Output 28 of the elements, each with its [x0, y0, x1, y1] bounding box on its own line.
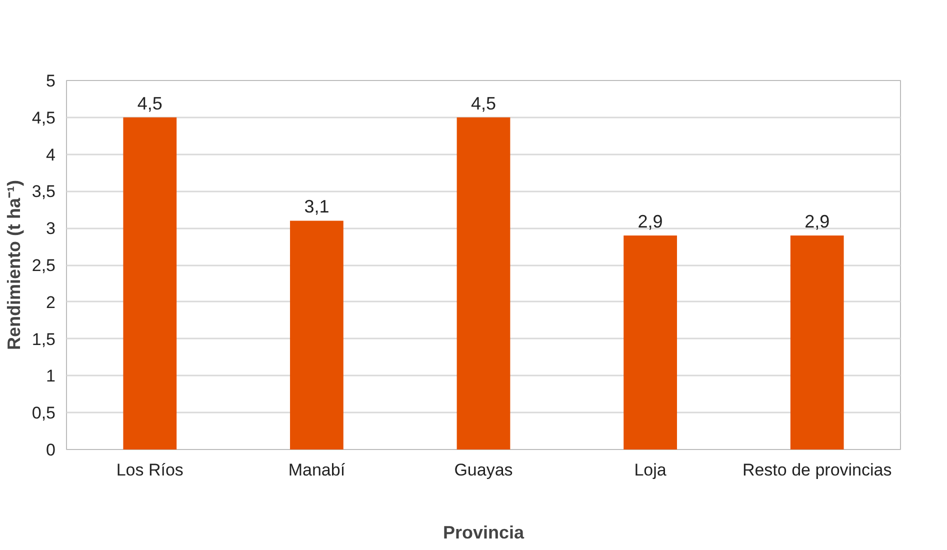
data-label: 2,9 [804, 211, 830, 232]
x-axis-title: Provincia [442, 522, 526, 542]
y-tick-label: 2 [46, 292, 56, 312]
y-tick-label: 1,5 [32, 330, 56, 349]
y-tick-label: 5 [46, 72, 56, 90]
y-tick-label: 0 [46, 440, 56, 460]
data-label: 3,1 [304, 196, 330, 217]
y-tick-label: 3,5 [32, 182, 56, 202]
x-tick-label: Los Ríos [116, 460, 184, 480]
bar [456, 117, 510, 450]
bar [123, 117, 177, 450]
x-tick-label: Resto de provincias [742, 460, 892, 480]
y-tick-label: 1 [46, 366, 56, 386]
x-tick-label: Loja [634, 460, 667, 480]
data-label: 4,5 [137, 93, 162, 114]
y-tick-label: 4 [46, 145, 56, 164]
x-tick-label: Manabí [288, 460, 346, 480]
y-tick-label: 0,5 [32, 404, 56, 423]
data-label: 4,5 [470, 93, 496, 114]
x-tick-label: Guayas [454, 460, 513, 480]
y-axis-title: Rendimiento (t ha⁻¹) [4, 180, 24, 350]
y-tick-label: 4,5 [32, 108, 56, 128]
y-tick-label: 3 [46, 219, 56, 238]
data-label: 2,9 [638, 211, 663, 232]
bar [290, 220, 344, 450]
bar [624, 235, 677, 450]
y-tick-label: 2,5 [32, 256, 56, 275]
bar [790, 235, 844, 450]
